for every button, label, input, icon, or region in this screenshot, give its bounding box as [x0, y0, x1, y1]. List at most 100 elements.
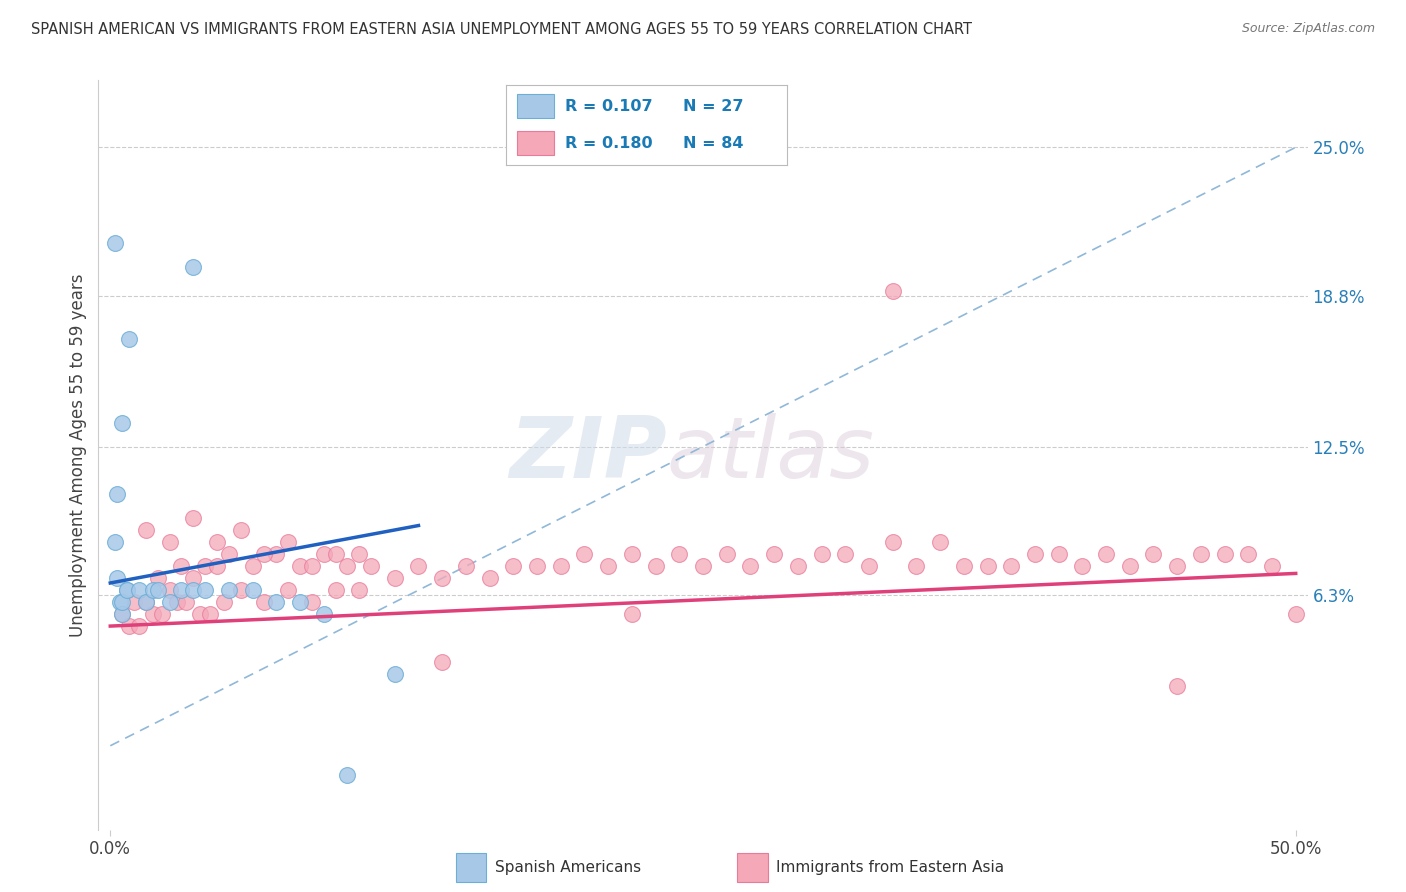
- Point: [740, 559, 762, 574]
- Text: N = 84: N = 84: [683, 136, 744, 151]
- Point: [152, 607, 174, 621]
- Point: [166, 595, 188, 609]
- Point: [159, 595, 181, 609]
- Point: [882, 284, 904, 298]
- Point: [105, 487, 128, 501]
- Point: [242, 583, 264, 598]
- Point: [312, 607, 335, 621]
- Point: [170, 559, 193, 574]
- Point: [118, 332, 141, 346]
- Y-axis label: Unemployment Among Ages 55 to 59 years: Unemployment Among Ages 55 to 59 years: [69, 273, 87, 637]
- Point: [716, 547, 738, 561]
- Point: [159, 583, 181, 598]
- Point: [432, 571, 454, 585]
- Point: [264, 595, 287, 609]
- Text: Source: ZipAtlas.com: Source: ZipAtlas.com: [1241, 22, 1375, 36]
- Point: [325, 547, 347, 561]
- Point: [198, 607, 221, 621]
- Point: [1166, 559, 1188, 574]
- Point: [1213, 547, 1236, 561]
- Point: [336, 767, 359, 781]
- Point: [336, 559, 359, 574]
- Point: [301, 559, 323, 574]
- Point: [181, 571, 204, 585]
- Point: [118, 619, 141, 633]
- Point: [218, 547, 240, 561]
- Point: [104, 235, 127, 250]
- Point: [1047, 547, 1070, 561]
- Point: [142, 583, 165, 598]
- Point: [692, 559, 714, 574]
- Point: [218, 583, 240, 598]
- Point: [1166, 679, 1188, 693]
- Point: [181, 511, 204, 525]
- Point: [976, 559, 998, 574]
- Point: [115, 583, 138, 598]
- Point: [1237, 547, 1260, 561]
- Point: [142, 607, 165, 621]
- Point: [277, 535, 299, 549]
- Point: [478, 571, 501, 585]
- Point: [432, 655, 454, 669]
- Text: SPANISH AMERICAN VS IMMIGRANTS FROM EASTERN ASIA UNEMPLOYMENT AMONG AGES 55 TO 5: SPANISH AMERICAN VS IMMIGRANTS FROM EAST…: [31, 22, 972, 37]
- Point: [135, 524, 157, 538]
- Point: [502, 559, 524, 574]
- Point: [104, 535, 127, 549]
- Point: [312, 547, 335, 561]
- Point: [882, 535, 904, 549]
- Text: atlas: atlas: [666, 413, 875, 497]
- Point: [174, 595, 197, 609]
- Point: [159, 535, 181, 549]
- Point: [205, 535, 228, 549]
- Bar: [517, 131, 554, 155]
- Point: [190, 607, 212, 621]
- Point: [786, 559, 808, 574]
- Point: [1189, 547, 1212, 561]
- Point: [834, 547, 856, 561]
- Point: [550, 559, 572, 574]
- Point: [111, 607, 134, 621]
- Point: [905, 559, 928, 574]
- Point: [1285, 607, 1308, 621]
- Text: ZIP: ZIP: [509, 413, 666, 497]
- Point: [454, 559, 477, 574]
- Point: [620, 547, 643, 561]
- Point: [1071, 559, 1094, 574]
- Point: [181, 583, 204, 598]
- Point: [952, 559, 974, 574]
- Point: [264, 547, 287, 561]
- Point: [194, 559, 217, 574]
- Point: [858, 559, 880, 574]
- Point: [620, 607, 643, 621]
- Point: [105, 571, 128, 585]
- Bar: [456, 854, 486, 881]
- Point: [1000, 559, 1022, 574]
- Point: [128, 583, 150, 598]
- Point: [135, 595, 157, 609]
- Point: [212, 595, 235, 609]
- Point: [277, 583, 299, 598]
- Point: [1024, 547, 1046, 561]
- Text: Immigrants from Eastern Asia: Immigrants from Eastern Asia: [776, 860, 1004, 875]
- Point: [194, 583, 217, 598]
- Point: [111, 595, 134, 609]
- Point: [229, 583, 252, 598]
- Point: [146, 583, 169, 598]
- Point: [325, 583, 347, 598]
- Point: [301, 595, 323, 609]
- Point: [135, 595, 157, 609]
- Point: [668, 547, 690, 561]
- Point: [347, 583, 370, 598]
- Point: [128, 619, 150, 633]
- Point: [229, 524, 252, 538]
- Point: [360, 559, 382, 574]
- Point: [1142, 547, 1164, 561]
- Point: [1095, 547, 1118, 561]
- Text: R = 0.180: R = 0.180: [565, 136, 652, 151]
- Point: [253, 595, 276, 609]
- Point: [810, 547, 832, 561]
- Point: [108, 595, 131, 609]
- Point: [170, 583, 193, 598]
- Point: [146, 571, 169, 585]
- Point: [242, 559, 264, 574]
